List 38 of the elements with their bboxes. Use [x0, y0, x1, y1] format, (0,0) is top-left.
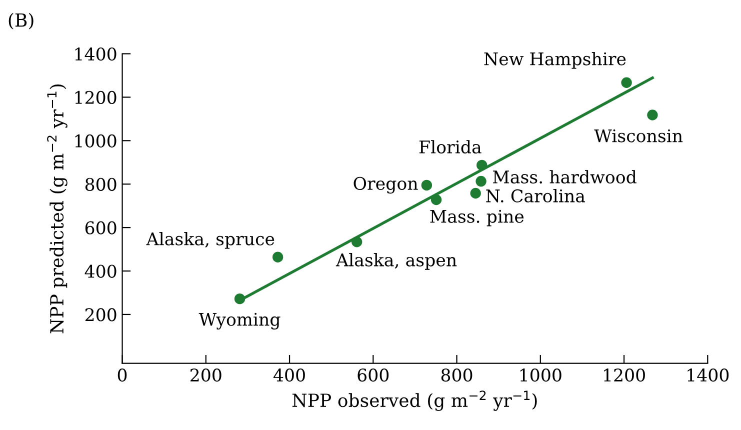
x-tick-label: 1200 [604, 368, 645, 382]
annotation: Wyoming [198, 312, 280, 330]
point [647, 110, 658, 120]
annotation: Florida [419, 140, 482, 154]
annotation: Alaska, spruce [146, 232, 274, 249]
annotation: Oregon [354, 176, 418, 194]
y-axis-title: NPP predicted (g m$^{−2}$ yr$^{−1}$) [47, 84, 68, 334]
annotation: N. Carolina [486, 189, 585, 202]
y-tick-label: 400 [84, 264, 116, 278]
x-tick-label: 0 [118, 368, 127, 382]
annotation: Mass. pine [430, 210, 524, 226]
y-tick-label: 1400 [75, 47, 116, 61]
y-tick-label: 1000 [75, 134, 116, 148]
y-tick-label: 1200 [75, 90, 116, 104]
annotation: New Hampshire [484, 52, 626, 69]
y-tick-label: 200 [85, 308, 116, 322]
x-tick-label: 1000 [520, 368, 562, 382]
x-axis-title: NPP observed (g m$^{−2}$ yr$^{−1}$) [292, 390, 537, 411]
annotation: Wisconsin [594, 129, 683, 142]
y-tick-label: 600 [85, 221, 116, 234]
point [421, 180, 432, 191]
y-tick-label: 800 [85, 178, 116, 191]
point [476, 160, 488, 171]
point [621, 77, 632, 88]
x-tick-label: 800 [441, 368, 472, 382]
point [430, 194, 442, 206]
point [234, 293, 246, 304]
point [476, 176, 486, 187]
x-tick-label: 400 [273, 368, 305, 382]
annotation: Mass. hardwood [493, 170, 636, 184]
point [272, 252, 284, 262]
x-tick-label: 600 [358, 368, 389, 382]
point [351, 236, 362, 248]
x-tick-label: 200 [190, 368, 222, 382]
point [470, 188, 481, 199]
chart-title: (B) [8, 12, 34, 30]
annotation: Alaska, aspen [336, 253, 457, 270]
x-tick-label: 1400 [688, 368, 729, 382]
